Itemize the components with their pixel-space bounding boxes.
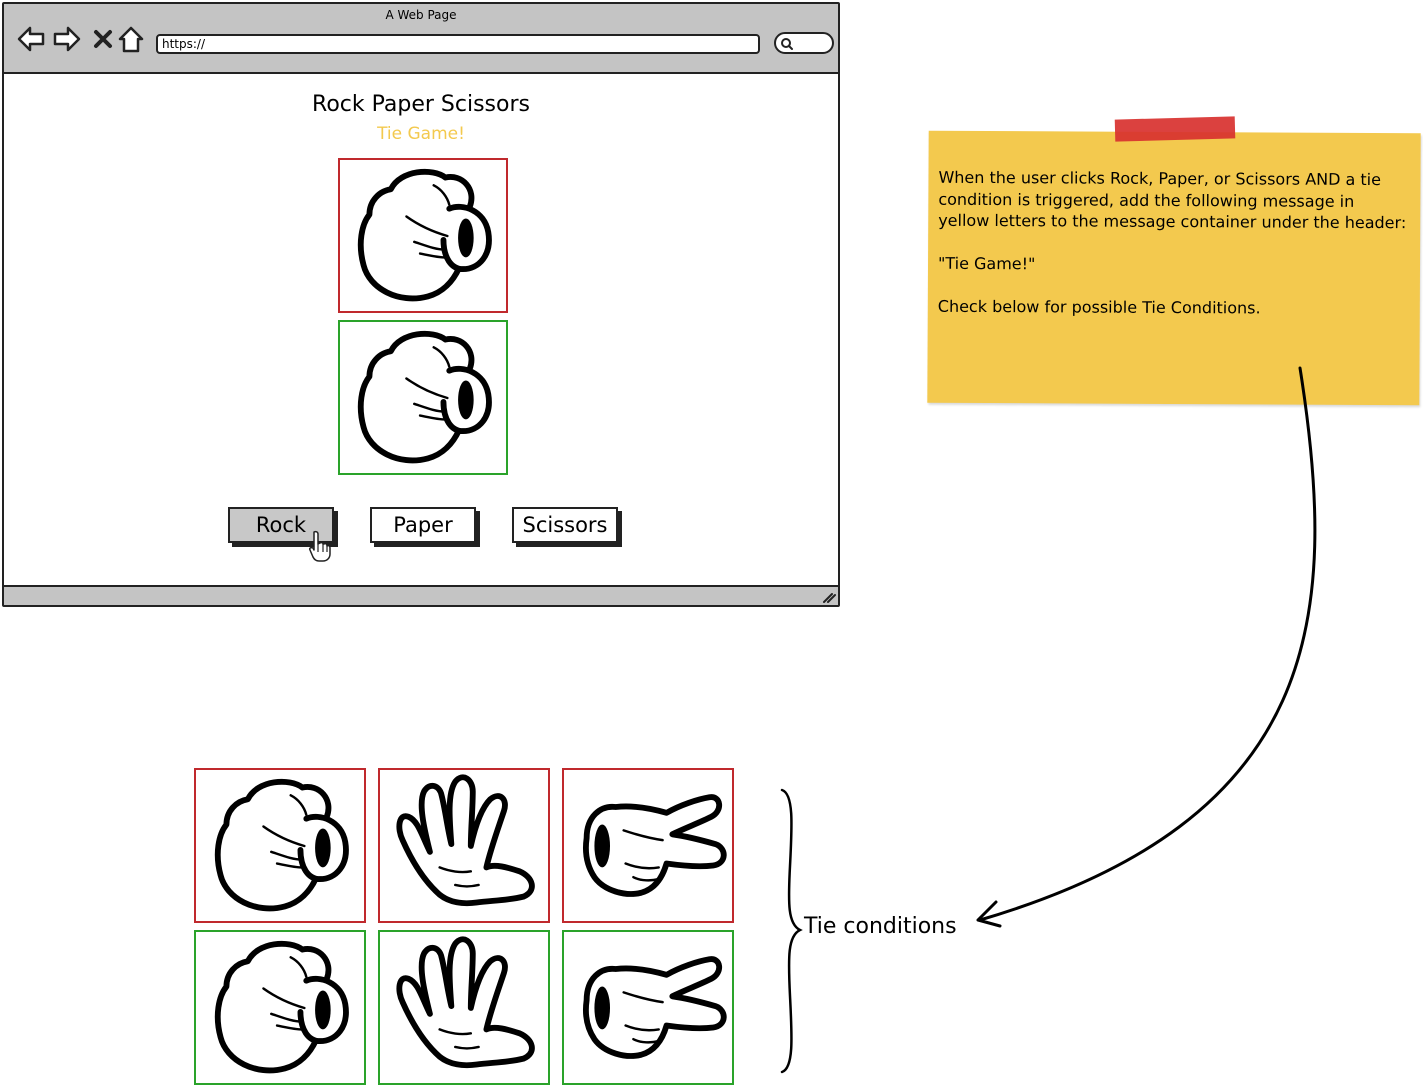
page-title: Rock Paper Scissors [312, 92, 530, 117]
scissors-hand-icon [564, 770, 732, 921]
paper-hand-icon [380, 932, 548, 1083]
tie-top-paper [378, 768, 550, 923]
rock-hand-icon [196, 932, 364, 1083]
window-title: A Web Page [385, 8, 457, 22]
curly-brace [780, 788, 803, 1074]
resize-grip-icon[interactable] [822, 591, 836, 603]
tie-bottom-paper [378, 930, 550, 1085]
search-field[interactable] [774, 32, 834, 54]
url-bar[interactable]: https:// [156, 34, 760, 54]
tie-top-rock [194, 768, 366, 923]
tie-bottom-scissors [562, 930, 734, 1085]
browser-toolbar: A Web Page https:// [4, 4, 838, 74]
scissors-hand-icon [564, 932, 732, 1083]
hand-pointer-cursor-icon [309, 530, 331, 562]
browser-statusbar [4, 585, 838, 605]
scissors-button[interactable]: Scissors [512, 507, 618, 543]
rock-button[interactable]: Rock [228, 507, 334, 543]
back-arrow-icon[interactable] [16, 24, 46, 54]
game-message: Tie Game! [377, 124, 465, 144]
tie-bottom-rock [194, 930, 366, 1085]
computer-choice-rock [338, 320, 508, 475]
player-choice-rock [338, 158, 508, 313]
browser-window: A Web Page https:// Rock Paper Scissors … [2, 2, 840, 607]
home-icon[interactable] [116, 24, 146, 54]
close-x-icon[interactable] [88, 24, 118, 54]
tie-conditions-label: Tie conditions [804, 914, 957, 939]
paper-button[interactable]: Paper [370, 507, 476, 543]
paper-hand-icon [380, 770, 548, 921]
tie-top-scissors [562, 768, 734, 923]
rock-hand-icon [196, 770, 364, 921]
search-icon [781, 38, 793, 50]
forward-arrow-icon[interactable] [52, 24, 82, 54]
